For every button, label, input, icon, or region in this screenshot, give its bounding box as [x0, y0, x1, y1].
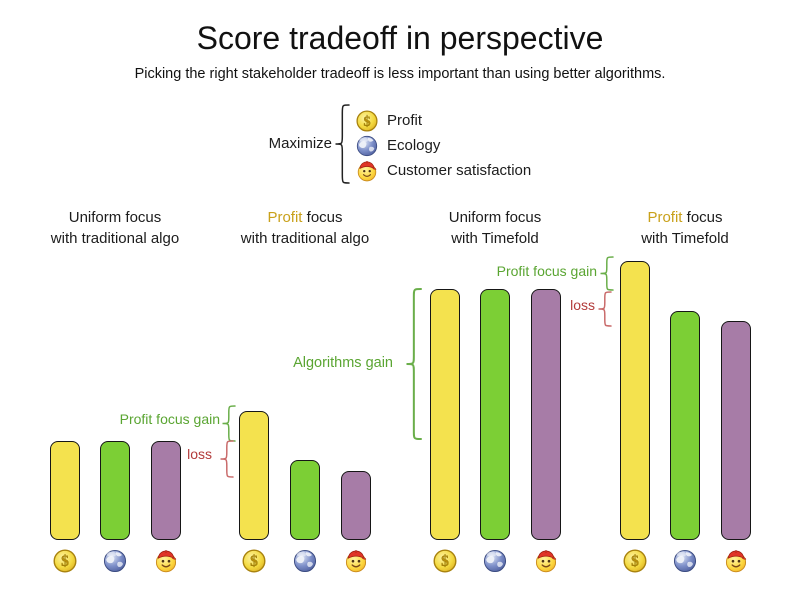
bar-g1-ecology [100, 441, 130, 540]
group-label-algo: with Timefold [451, 230, 539, 247]
group-label-uniform-traditional: Uniform focus with traditional algo [15, 207, 215, 249]
bar-g2-customer [341, 471, 371, 540]
legend-item-ecology: Ecology [356, 133, 531, 158]
bar-g4-ecology [670, 311, 700, 540]
bar-g3-ecology [480, 289, 510, 540]
smiley-icon [154, 549, 178, 573]
coin-icon [242, 549, 266, 573]
brace-loss-timefold [598, 291, 612, 327]
globe-icon [293, 549, 317, 573]
legend-item-customer-satisfaction: Customer satisfaction [356, 158, 531, 183]
group-label-highlight: Profit [647, 209, 683, 226]
annotation-algorithms-gain: Algorithms gain [293, 355, 393, 371]
legend-item-label: Profit [387, 112, 423, 129]
legend-item-label: Ecology [387, 137, 441, 154]
smiley-icon [356, 160, 378, 182]
group-label-uniform-timefold: Uniform focus with Timefold [395, 207, 595, 249]
page-subtitle: Picking the right stakeholder tradeoff i… [134, 66, 666, 82]
annotation-profit-focus-gain-traditional: Profit focus gain [119, 411, 220, 427]
group-label-profit-timefold: Profit focus with Timefold [585, 207, 785, 249]
group-label-highlight: Profit [267, 209, 303, 226]
bar-g1-profit [50, 441, 80, 540]
annotation-profit-focus-gain-timefold: Profit focus gain [496, 263, 597, 279]
coin-icon [356, 110, 378, 132]
smiley-icon [534, 549, 558, 573]
bar-g3-profit [430, 289, 460, 540]
group-label-algo: with traditional algo [50, 230, 180, 247]
group-label-algo: with Timefold [641, 230, 729, 247]
annotation-loss-traditional: loss [187, 446, 212, 462]
bar-g3-customer [531, 289, 561, 540]
page-title: Score tradeoff in perspective [196, 20, 604, 56]
smiley-icon [344, 549, 368, 573]
legend-item-profit: Profit [356, 108, 531, 133]
brace-algorithms-gain [406, 288, 422, 440]
annotation-loss-timefold: loss [570, 297, 595, 313]
legend-maximize-label: Maximize [268, 135, 332, 152]
bar-g2-ecology [290, 460, 320, 540]
bar-g4-customer [721, 321, 751, 540]
brace-profit-focus-gain-traditional [222, 405, 236, 442]
globe-icon [356, 135, 378, 157]
legend-brace [335, 104, 350, 184]
group-label-text: Uniform focus [68, 209, 162, 226]
brace-profit-focus-gain-timefold [600, 256, 614, 291]
smiley-icon [724, 549, 748, 573]
brace-loss-traditional [220, 440, 234, 478]
group-label-text: Uniform focus [448, 209, 542, 226]
coin-icon [433, 549, 457, 573]
group-label-text: focus [302, 209, 343, 226]
bar-g4-profit [620, 261, 650, 540]
group-label-profit-traditional: Profit focus with traditional algo [205, 207, 405, 249]
group-label-algo: with traditional algo [240, 230, 370, 247]
bar-g1-customer [151, 441, 181, 540]
legend-item-label: Customer satisfaction [387, 162, 532, 179]
bar-g2-profit [239, 411, 269, 540]
legend: Profit Ecology Customer satisfaction [356, 108, 531, 183]
group-label-text: focus [682, 209, 723, 226]
globe-icon [673, 549, 697, 573]
globe-icon [103, 549, 127, 573]
globe-icon [483, 549, 507, 573]
coin-icon [53, 549, 77, 573]
coin-icon [623, 549, 647, 573]
